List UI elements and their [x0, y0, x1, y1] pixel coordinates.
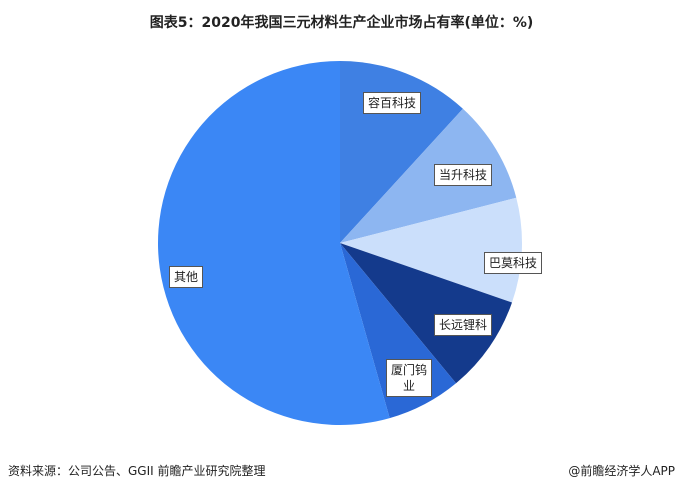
pie-slice — [158, 61, 390, 425]
slice-label: 长远锂科 — [434, 314, 493, 336]
source: 资料来源：公司公告、GGII 前瞻产业研究院整理 — [8, 464, 266, 478]
pie-slice — [340, 243, 513, 384]
slice-label: 当升科技 — [434, 164, 493, 186]
pie-slice — [340, 108, 517, 243]
slice-label: 厦门钨业 — [386, 359, 432, 397]
slice-label: 巴莫科技 — [484, 252, 543, 274]
credit: @前瞻经济学人APP — [568, 464, 675, 478]
pie-slice — [340, 197, 522, 303]
chart-title: 图表5：2020年我国三元材料生产企业市场占有率(单位：%) — [149, 15, 534, 31]
slice-label: 容百科技 — [363, 92, 422, 114]
slice-label: 其他 — [169, 266, 204, 288]
